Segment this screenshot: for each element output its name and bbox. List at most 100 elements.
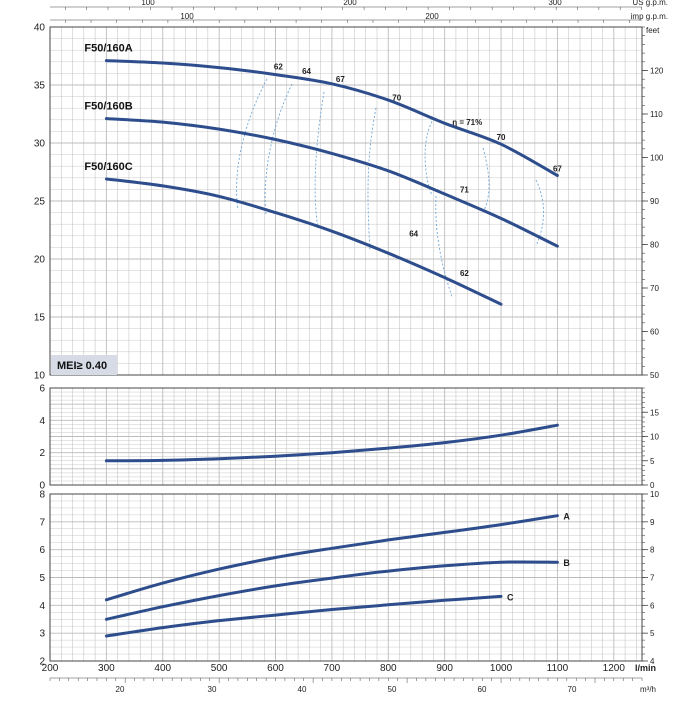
curve-f50-160b xyxy=(104,117,559,248)
curve-panel-2 xyxy=(104,423,559,463)
y-tick-label: 2 xyxy=(39,448,45,459)
series-label: F50/160B xyxy=(84,101,132,113)
efficiency-label: 70 xyxy=(392,94,401,103)
x-tick-label: 900 xyxy=(436,663,453,674)
efficiency-iso-line xyxy=(424,117,435,196)
efficiency-dashed-lines xyxy=(236,78,545,298)
efficiency-label: 67 xyxy=(336,75,345,84)
right-tick-label: 4 xyxy=(650,657,655,666)
y-tick-label: 6 xyxy=(39,384,45,395)
right-tick-label: 7 xyxy=(650,574,655,583)
top-us-unit: US g.p.m. xyxy=(632,0,668,7)
top-us-tick-label: 300 xyxy=(548,0,562,7)
x-tick-label: 700 xyxy=(324,663,341,674)
x-tick-label: 1200 xyxy=(603,663,626,674)
curve-f50-160a xyxy=(104,59,559,177)
curve-b xyxy=(104,560,559,621)
x-tick-label: 300 xyxy=(98,663,115,674)
y-tick-label: 6 xyxy=(39,545,45,556)
efficiency-label: 62 xyxy=(274,62,283,71)
efficiency-label: 64 xyxy=(302,67,311,76)
efficiency-label: 70 xyxy=(497,133,506,142)
top-us-tick-label: 100 xyxy=(141,0,155,7)
top-imp-unit: imp g.p.m. xyxy=(631,12,668,21)
power-curve-label: A xyxy=(563,512,570,522)
mei-badge-text: MEI≥ 0.40 xyxy=(57,360,107,372)
labels-layer: 4035302520151064208765432120110100908070… xyxy=(34,0,668,694)
y-tick-label: 25 xyxy=(34,197,46,208)
curve-f50-160c xyxy=(104,177,503,306)
efficiency-iso-line xyxy=(236,78,268,211)
right-tick-label: 6 xyxy=(650,601,655,610)
curves-layer xyxy=(104,59,559,638)
efficiency-iso-line xyxy=(314,91,325,229)
right-tick-label: 10 xyxy=(650,490,659,499)
efficiency-label: 71 xyxy=(460,185,469,194)
y-tick-label: 7 xyxy=(39,517,45,528)
x-tick-label: 1100 xyxy=(547,663,569,674)
right-tick-label: 80 xyxy=(650,241,659,250)
y-tick-label: 8 xyxy=(39,490,45,501)
right-tick-label: 70 xyxy=(650,284,659,293)
y-tick-label: 20 xyxy=(34,255,46,266)
right-tick-label: 9 xyxy=(650,518,655,527)
m3h-tick-label: 70 xyxy=(568,685,577,694)
x-tick-label: 200 xyxy=(42,663,59,674)
top-imp-tick-label: 100 xyxy=(180,12,194,21)
efficiency-label: 62 xyxy=(460,269,469,278)
right-tick-label: 60 xyxy=(650,328,659,337)
right-tick-label: 5 xyxy=(650,629,655,638)
y-tick-label: 40 xyxy=(34,23,46,34)
right-unit-label: feet xyxy=(646,26,660,35)
grid-layer xyxy=(49,26,642,662)
efficiency-iso-line xyxy=(482,147,490,213)
right-tick-label: 90 xyxy=(650,197,659,206)
efficiency-label: η = 71% xyxy=(452,118,482,127)
x-tick-label: 1000 xyxy=(490,663,513,674)
x-tick-label: 500 xyxy=(211,663,228,674)
x-axis-unit: l/min xyxy=(635,663,656,673)
frame-layer xyxy=(49,6,648,683)
m3h-tick-label: 60 xyxy=(478,685,487,694)
efficiency-iso-line xyxy=(264,83,293,216)
curve-a xyxy=(104,514,559,602)
x-tick-label: 400 xyxy=(154,663,171,674)
top-imp-tick-label: 200 xyxy=(425,12,439,21)
efficiency-iso-line xyxy=(535,179,545,247)
y-tick-label: 3 xyxy=(39,629,45,640)
right-tick-label: 50 xyxy=(650,371,659,380)
y-tick-label: 4 xyxy=(39,601,45,612)
power-curve-label: C xyxy=(507,592,514,602)
right-tick-label: 5 xyxy=(650,457,655,466)
m3h-tick-label: 30 xyxy=(208,685,217,694)
efficiency-label: 64 xyxy=(409,229,418,238)
curve-c xyxy=(104,594,503,638)
x-tick-label: 600 xyxy=(267,663,284,674)
y-tick-label: 4 xyxy=(39,416,45,427)
m3h-tick-label: 40 xyxy=(298,685,307,694)
y-tick-label: 5 xyxy=(39,573,45,584)
x-tick-label: 800 xyxy=(380,663,397,674)
right-tick-label: 100 xyxy=(650,154,664,163)
m3h-tick-label: 20 xyxy=(116,685,125,694)
efficiency-label: 67 xyxy=(553,164,562,173)
efficiency-iso-line xyxy=(367,107,377,251)
mei-badge xyxy=(51,355,117,375)
right-tick-label: 110 xyxy=(650,110,663,119)
m3h-unit: m³/h xyxy=(640,685,656,694)
y-tick-label: 15 xyxy=(34,313,46,324)
y-tick-label: 2 xyxy=(39,657,45,668)
m3h-tick-label: 50 xyxy=(388,685,397,694)
series-label: F50/160A xyxy=(84,43,132,55)
right-tick-label: 120 xyxy=(650,67,664,76)
y-tick-label: 35 xyxy=(34,81,46,92)
y-tick-label: 30 xyxy=(34,139,46,150)
power-curve-label: B xyxy=(563,558,570,568)
y-tick-label: 0 xyxy=(39,481,45,492)
right-tick-label: 8 xyxy=(650,546,655,555)
right-tick-label: 10 xyxy=(650,433,659,442)
y-tick-label: 10 xyxy=(34,371,46,382)
right-tick-label: 15 xyxy=(650,408,659,417)
